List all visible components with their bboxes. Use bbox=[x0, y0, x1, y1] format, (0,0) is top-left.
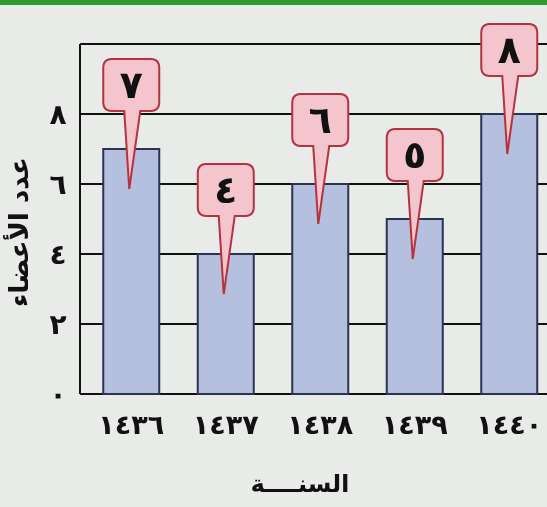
bar bbox=[480, 113, 539, 395]
bars bbox=[102, 113, 539, 395]
data-label: ٤ bbox=[214, 168, 237, 212]
value-callouts: ٧ ٤ ٦ ٥ ٨ bbox=[102, 23, 539, 295]
bar bbox=[102, 148, 161, 395]
y-tick-label: ٤ bbox=[49, 238, 66, 271]
x-tick-label: ١٤٣٩ bbox=[382, 410, 448, 441]
value-callout bbox=[291, 93, 350, 225]
y-tick-labels: ٠ ٢ ٤ ٦ ٨ bbox=[49, 98, 66, 411]
data-label: ٥ bbox=[403, 133, 426, 177]
x-tick-labels: ١٤٣٦ ١٤٣٧ ١٤٣٨ ١٤٣٩ ١٤٤٠ bbox=[98, 410, 542, 441]
value-callout bbox=[196, 163, 255, 295]
x-tick-label: ١٤٤٠ bbox=[476, 410, 542, 441]
x-tick-label: ١٤٣٦ bbox=[98, 410, 164, 441]
value-callout bbox=[480, 23, 539, 155]
data-label: ٦ bbox=[309, 98, 332, 142]
y-tick-label: ٠ bbox=[49, 378, 66, 411]
x-axis-label: السنــــة bbox=[251, 470, 350, 498]
top-accent-bar bbox=[0, 0, 547, 5]
y-tick-label: ٦ bbox=[49, 168, 66, 201]
y-tick-label: ٢ bbox=[49, 308, 66, 341]
x-tick-label: ١٤٣٧ bbox=[193, 410, 259, 441]
y-tick-label: ٨ bbox=[49, 98, 66, 131]
y-axis-label: عدد الأعضاء bbox=[3, 157, 35, 307]
value-callout bbox=[102, 58, 161, 190]
data-label: ٨ bbox=[498, 28, 521, 72]
value-callout bbox=[385, 128, 444, 260]
bar bbox=[291, 183, 350, 395]
data-label: ٧ bbox=[120, 63, 143, 107]
x-tick-label: ١٤٣٨ bbox=[287, 410, 353, 441]
